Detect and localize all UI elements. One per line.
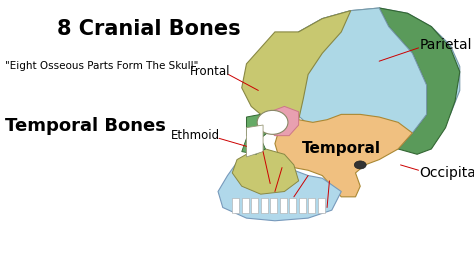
Bar: [251, 198, 258, 213]
Text: "Eight Osseous Parts Form The Skull": "Eight Osseous Parts Form The Skull": [5, 61, 198, 71]
Bar: [289, 198, 296, 213]
Bar: [261, 198, 268, 213]
Bar: [270, 198, 277, 213]
Polygon shape: [242, 11, 351, 130]
Polygon shape: [232, 149, 299, 194]
Text: Occipital: Occipital: [419, 166, 474, 180]
Bar: [299, 198, 306, 213]
Text: Temporal: Temporal: [302, 142, 381, 156]
Text: Temporal Bones: Temporal Bones: [5, 117, 165, 135]
Text: 8 Cranial Bones: 8 Cranial Bones: [57, 19, 240, 39]
Ellipse shape: [354, 161, 366, 169]
Polygon shape: [275, 112, 412, 197]
Text: Parietal: Parietal: [419, 38, 472, 52]
Bar: [242, 198, 249, 213]
Polygon shape: [265, 106, 299, 136]
Bar: [308, 198, 315, 213]
Polygon shape: [246, 125, 263, 157]
Bar: [318, 198, 325, 213]
Ellipse shape: [257, 110, 288, 134]
Polygon shape: [280, 8, 460, 149]
Text: Frontal: Frontal: [190, 65, 230, 78]
Polygon shape: [218, 152, 341, 221]
Polygon shape: [242, 138, 265, 154]
Polygon shape: [246, 114, 270, 138]
Polygon shape: [280, 8, 427, 154]
Polygon shape: [379, 8, 460, 154]
Bar: [280, 198, 287, 213]
Bar: [232, 198, 239, 213]
Text: Ethmoid: Ethmoid: [171, 129, 220, 142]
